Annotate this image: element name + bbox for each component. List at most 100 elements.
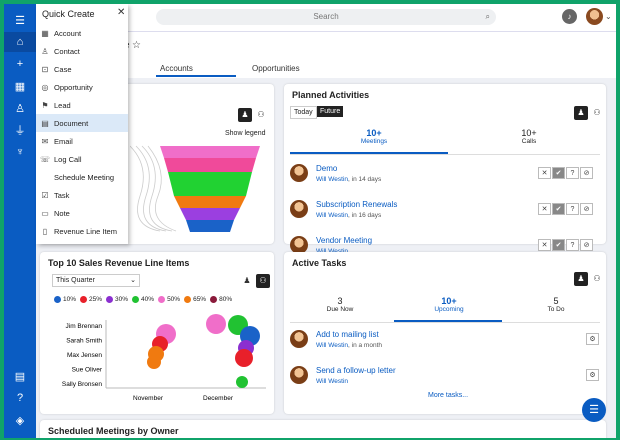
settings-icon[interactable]: ⚙	[586, 369, 599, 381]
team-view-icon[interactable]: ⚇	[254, 108, 268, 122]
item-title-link[interactable]: Add to mailing list	[316, 330, 379, 339]
team-view-icon[interactable]: ⚇	[256, 274, 270, 288]
contacts-icon[interactable]: ♙	[15, 102, 25, 115]
quick-create-item[interactable]: ▭ Note	[36, 204, 128, 222]
user-view-icon[interactable]: ♟	[238, 108, 252, 122]
row-actions: ✕ ✔? ⊘	[538, 203, 593, 215]
star-icon[interactable]: ☆	[132, 40, 141, 51]
home-icon[interactable]: ⌂	[4, 32, 36, 52]
active-tab-indicator	[290, 152, 448, 154]
owner-link[interactable]: Will Westin	[316, 248, 348, 255]
accept-icon[interactable]: ✔	[552, 239, 565, 251]
dashboard-header: e ☆ Accounts Opportunities	[36, 32, 616, 78]
item-title-link[interactable]: Subscription Renewals	[316, 200, 398, 209]
calendar-icon[interactable]: ▦	[14, 80, 26, 93]
row-actions: ✕ ✔? ⊘	[538, 167, 593, 179]
future-toggle[interactable]: Future	[317, 106, 344, 117]
quick-create-item[interactable]: ▯ Revenue Line Item	[36, 222, 128, 240]
user-view-icon[interactable]: ♟	[240, 274, 254, 288]
top-bar: Search ⌕ ♪ ⌄	[36, 4, 616, 32]
team-view-icon[interactable]: ⚇	[590, 106, 604, 120]
document-icon[interactable]: ▤	[14, 370, 26, 383]
legend-label: 25%	[89, 296, 103, 304]
tab-upcoming[interactable]: 10+ Upcoming	[394, 296, 504, 313]
quick-create-item[interactable]: ⊡ Case	[36, 60, 128, 78]
quarter-dropdown[interactable]: This Quarter ⌄	[52, 274, 140, 287]
avatar[interactable]	[586, 8, 603, 25]
list-item: Vendor Meeting Will Westin ✕✔?⊘	[290, 232, 600, 260]
search-icon[interactable]: ⌕	[485, 12, 490, 21]
quick-create-item[interactable]: ☑ Task	[36, 186, 128, 204]
team-view-icon[interactable]: ⚇	[590, 272, 604, 286]
decline-icon[interactable]: ⊘	[580, 239, 593, 251]
item-title-link[interactable]: Send a follow-up letter	[316, 366, 396, 375]
quick-create-item[interactable]: ♙ Contact	[36, 42, 128, 60]
help-icon[interactable]: ?	[16, 392, 24, 404]
funnel-stage	[186, 220, 234, 232]
menu-fab-button[interactable]: ☰	[582, 398, 606, 422]
quick-create-item[interactable]: ▦ Account	[36, 24, 128, 42]
close-icon[interactable]: ✕	[538, 167, 551, 179]
close-icon[interactable]: ✕	[117, 7, 126, 18]
decline-icon[interactable]: ⊘	[580, 203, 593, 215]
decline-icon[interactable]: ⊘	[580, 167, 593, 179]
accept-icon[interactable]: ✔	[552, 203, 565, 215]
more-tasks-link[interactable]: More tasks...	[428, 392, 469, 399]
today-toggle[interactable]: Today	[290, 106, 317, 119]
quick-create-item[interactable]: ▤ Document	[36, 114, 128, 132]
owner-link[interactable]: Will Westin	[316, 212, 349, 219]
tentative-icon[interactable]: ?	[566, 203, 579, 215]
tab-accounts[interactable]: Accounts	[160, 64, 193, 73]
chevron-down-icon[interactable]: ⌄	[605, 12, 612, 21]
legend-entry: 40%	[132, 296, 154, 303]
active-tasks-title: Active Tasks	[292, 258, 347, 268]
close-icon[interactable]: ✕	[538, 203, 551, 215]
funnel-stage	[168, 172, 252, 196]
quarter-dropdown-value: This Quarter	[56, 277, 95, 284]
quick-create-item[interactable]: ⚑ Lead	[36, 96, 128, 114]
active-tab-indicator	[394, 320, 502, 322]
quick-create-menu: Quick Create ✕ ▦ Account ♙ Contact ⊡ Case ◎ Opp…	[36, 4, 128, 244]
quick-create-item[interactable]: ✉ Email	[36, 132, 128, 150]
owner-link[interactable]: Will Westin	[316, 176, 349, 183]
tab-calls[interactable]: 10+ Calls	[459, 128, 599, 145]
notification-bell-icon[interactable]: ♪	[562, 9, 577, 24]
tab-due-now[interactable]: 3 Due Now	[290, 296, 390, 313]
user-view-icon[interactable]: ♟	[574, 106, 588, 120]
layers-icon[interactable]: ◈	[15, 414, 25, 427]
upcoming-count: 10+	[441, 296, 457, 306]
quick-create-item[interactable]: Schedule Meeting	[36, 168, 128, 186]
close-icon[interactable]: ✕	[538, 239, 551, 251]
row-actions: ⚙	[586, 369, 599, 381]
quick-create-title: Quick Create	[42, 9, 95, 19]
tentative-icon[interactable]: ?	[566, 239, 579, 251]
list-item: Send a follow-up letter Will Westin ⚙	[290, 362, 600, 390]
quick-create-item[interactable]: ◎ Opportunity	[36, 78, 128, 96]
active-tasks-card: Active Tasks ♟ ⚇ 3 Due Now 10+ Upcoming …	[284, 252, 606, 414]
trophy-icon[interactable]: ♆	[15, 146, 25, 158]
menu-icon[interactable]: ☰	[15, 14, 25, 27]
user-view-icon[interactable]: ♟	[574, 272, 588, 286]
plus-icon[interactable]: +	[16, 58, 24, 70]
quick-create-item[interactable]: ☏ Log Call	[36, 150, 128, 168]
show-legend-link[interactable]: Show legend	[225, 130, 266, 137]
accept-icon[interactable]: ✔	[552, 167, 565, 179]
item-title-link[interactable]: Vendor Meeting	[316, 236, 373, 245]
quick-create-item-label: Lead	[54, 100, 71, 110]
item-subtitle: Will Westin	[316, 248, 348, 255]
quick-create-item-label: Document	[54, 118, 89, 128]
row-actions: ⚙	[586, 333, 599, 345]
owner-link[interactable]: Will Westin	[316, 378, 349, 385]
settings-icon[interactable]: ⚙	[586, 333, 599, 345]
filter-icon[interactable]: ⏚	[14, 125, 26, 137]
search-input[interactable]: Search ⌕	[156, 9, 496, 25]
tab-meetings[interactable]: 10+ Meetings	[304, 128, 444, 145]
item-title-link[interactable]: Demo	[316, 164, 338, 173]
owner-link[interactable]: Will Westin	[316, 342, 349, 349]
to-do-label: To Do	[547, 306, 565, 313]
tab-to-do[interactable]: 5 To Do	[506, 296, 606, 313]
tentative-icon[interactable]: ?	[566, 167, 579, 179]
tab-opportunities[interactable]: Opportunities	[252, 64, 300, 73]
x-tick-label: December	[203, 395, 234, 402]
legend-label: 50%	[167, 296, 181, 304]
